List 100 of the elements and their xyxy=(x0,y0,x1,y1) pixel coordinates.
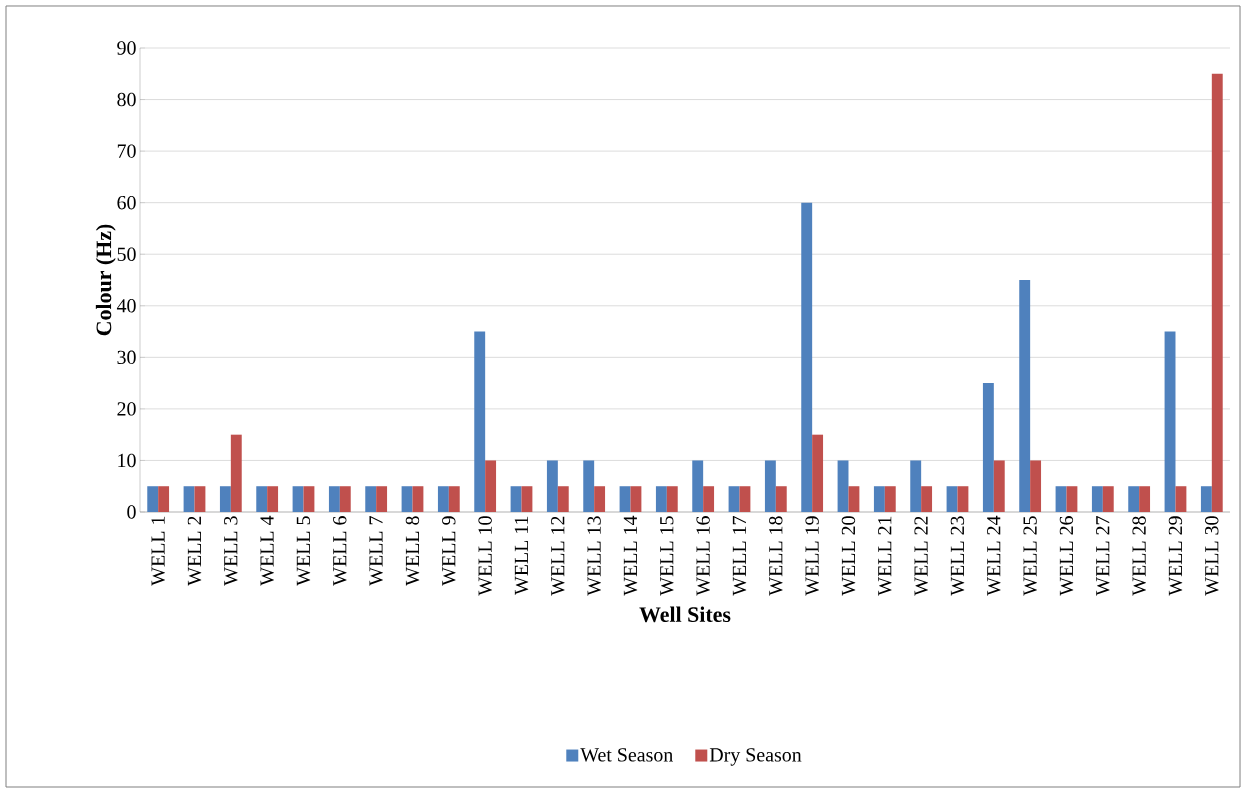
x-tick-label: WELL 1 xyxy=(151,516,165,586)
bar xyxy=(619,486,631,512)
x-tick-label: WELL 30 xyxy=(1205,516,1219,596)
bar xyxy=(339,486,351,512)
bar xyxy=(376,486,388,512)
bar xyxy=(583,460,595,512)
y-tick-label: 70 xyxy=(117,144,136,158)
x-tick-label: WELL 19 xyxy=(805,516,819,596)
bar xyxy=(557,486,569,512)
x-tick-label: WELL 5 xyxy=(296,516,311,586)
bar xyxy=(910,460,922,512)
x-tick-label: WELL 2 xyxy=(187,516,202,586)
x-tick-label: WELL 12 xyxy=(551,516,565,596)
bar xyxy=(1164,331,1176,512)
bar xyxy=(1128,486,1140,512)
bar xyxy=(764,460,776,512)
y-tick-label: 50 xyxy=(117,247,136,261)
x-tick-label: WELL 11 xyxy=(514,516,529,595)
x-tick-label: WELL 9 xyxy=(442,516,456,586)
bar xyxy=(1066,486,1078,512)
bar xyxy=(957,486,969,512)
bar xyxy=(521,486,533,512)
bar xyxy=(873,486,885,512)
bar xyxy=(739,486,751,512)
bar xyxy=(1211,73,1223,512)
x-tick-label: WELL 10 xyxy=(478,516,492,596)
x-tick-label: WELL 26 xyxy=(1059,516,1074,596)
y-tick-label: 30 xyxy=(117,350,136,365)
bar xyxy=(401,486,413,512)
bar xyxy=(594,486,606,512)
x-tick-label: WELL 27 xyxy=(1096,516,1110,596)
bar xyxy=(1019,280,1031,512)
bar xyxy=(230,434,242,512)
bar xyxy=(256,486,268,512)
bar xyxy=(1139,486,1151,512)
bar xyxy=(303,486,315,512)
x-tick-label: WELL 4 xyxy=(260,515,274,586)
x-axis-title: Well Sites xyxy=(639,606,731,623)
x-tick-label: WELL 25 xyxy=(1023,516,1037,596)
bar xyxy=(630,486,642,512)
y-tick-label: 90 xyxy=(117,41,136,55)
bar xyxy=(982,383,994,512)
bar xyxy=(328,486,340,512)
y-tick-label: 80 xyxy=(117,92,136,107)
bar xyxy=(183,486,195,512)
bar xyxy=(292,486,304,512)
bar xyxy=(801,202,813,512)
bar xyxy=(666,486,678,512)
bar xyxy=(703,486,715,512)
bar xyxy=(848,486,860,512)
bar xyxy=(655,486,667,512)
bar xyxy=(1030,460,1042,512)
x-tick-label: WELL 15 xyxy=(660,516,674,596)
x-tick-label: WELL 16 xyxy=(696,516,710,596)
x-tick-label: WELL 13 xyxy=(587,516,601,596)
bar xyxy=(692,460,704,512)
y-axis-title: Colour (Hz) xyxy=(95,224,116,336)
bar xyxy=(993,460,1005,512)
y-tick-label: 0 xyxy=(127,505,136,519)
bar xyxy=(1055,486,1067,512)
x-tick-label: WELL 28 xyxy=(1132,516,1146,596)
bar xyxy=(775,486,787,512)
bar xyxy=(147,486,159,512)
bar xyxy=(1102,486,1114,512)
bar xyxy=(474,331,486,512)
y-tick-label: 10 xyxy=(118,453,136,468)
bar xyxy=(728,486,740,512)
x-tick-label: WELL 3 xyxy=(224,516,238,586)
bar xyxy=(412,486,424,512)
bar xyxy=(437,486,449,512)
bar xyxy=(837,460,849,512)
bar xyxy=(510,486,522,512)
x-tick-label: WELL 17 xyxy=(732,516,747,596)
bar xyxy=(946,486,958,512)
bar xyxy=(921,486,933,512)
x-tick-label: WELL 6 xyxy=(333,516,347,586)
bar xyxy=(1200,486,1212,512)
bar xyxy=(448,486,460,512)
x-tick-label: WELL 29 xyxy=(1168,516,1183,596)
x-tick-label: WELL 24 xyxy=(987,515,1001,596)
bar xyxy=(365,486,377,512)
bar xyxy=(219,486,231,512)
x-tick-label: WELL 18 xyxy=(769,516,783,596)
x-tick-label: WELL 22 xyxy=(914,516,928,596)
bar xyxy=(812,434,824,512)
x-tick-label: WELL 20 xyxy=(841,516,856,596)
bar xyxy=(546,460,558,512)
bar xyxy=(267,486,279,512)
bar xyxy=(485,460,497,512)
bar xyxy=(194,486,206,512)
y-tick-label: 40 xyxy=(116,299,136,313)
x-tick-label: WELL 14 xyxy=(623,515,638,596)
bar xyxy=(1091,486,1103,512)
bar xyxy=(884,486,896,512)
x-tick-label: WELL 21 xyxy=(878,516,892,596)
bar xyxy=(158,486,170,512)
x-tick-label: WELL 8 xyxy=(405,516,420,586)
x-tick-label: WELL 23 xyxy=(950,516,965,596)
legend-label: Dry Season xyxy=(709,748,802,766)
y-tick-label: 20 xyxy=(117,402,136,416)
